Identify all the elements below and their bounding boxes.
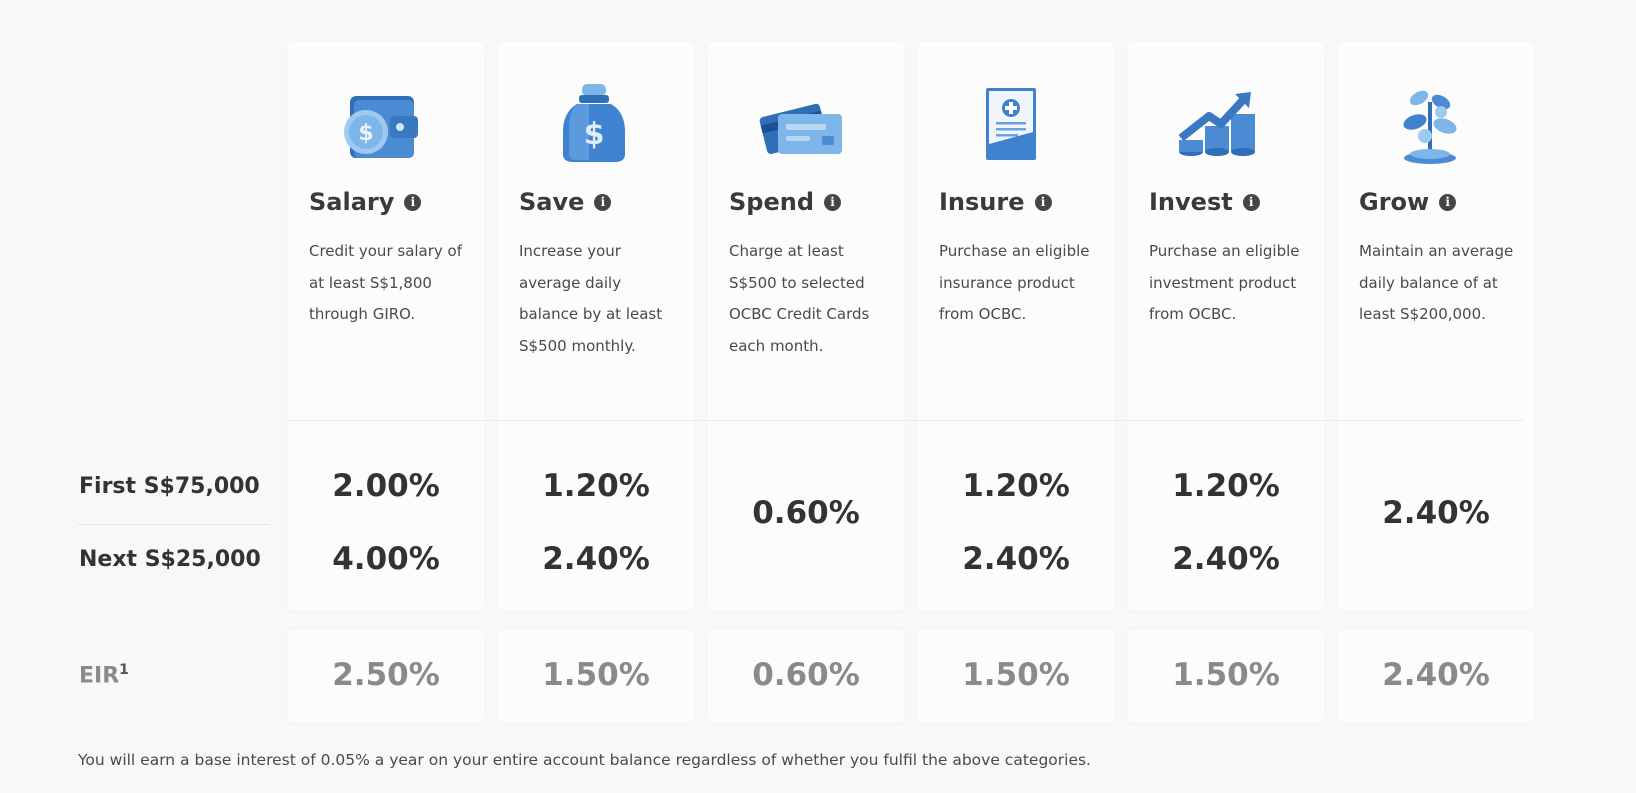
rate-next-save: 2.40% <box>542 541 650 577</box>
category-desc-spend: Charge at least S$500 to selected OCBC C… <box>729 242 870 355</box>
rate-next-invest: 2.40% <box>1172 541 1280 577</box>
info-icon[interactable]: i <box>1034 193 1052 211</box>
insurance-document-icon <box>986 88 1036 160</box>
eir-cell-invest <box>1128 630 1324 722</box>
category-title-grow: Grow i <box>1359 188 1457 216</box>
category-desc-save: Increase your average daily balance by a… <box>519 242 663 355</box>
info-icon[interactable]: i <box>1242 193 1260 211</box>
plant-coins-icon <box>1403 90 1457 164</box>
category-title-insure-label: Insure <box>939 188 1025 216</box>
category-title-insure: Insure i <box>939 188 1052 216</box>
eir-cell-grow <box>1338 630 1534 722</box>
eir-footnote-marker: 1 <box>119 662 129 678</box>
eir-rate-invest: 1.50% <box>1172 657 1280 693</box>
rate-first-save: 1.20% <box>542 468 650 504</box>
header-rates-divider <box>288 420 1524 421</box>
eir-cell-spend <box>708 630 904 722</box>
eir-rate-spend: 0.60% <box>752 657 860 693</box>
row-label-eir: EIR1 <box>79 662 129 688</box>
category-title-save: Save i <box>519 188 612 216</box>
category-desc-invest: Purchase an eligible investment product … <box>1149 242 1300 323</box>
wallet-icon: $ <box>344 96 418 158</box>
category-desc-grow: Maintain an average daily balance of at … <box>1359 242 1514 323</box>
rate-merged-spend: 0.60% <box>752 495 860 531</box>
category-title-save-label: Save <box>519 188 585 216</box>
category-title-salary-label: Salary <box>309 188 395 216</box>
row-label-first: First S$75,000 <box>79 474 260 499</box>
credit-card-icon <box>759 103 842 154</box>
eir-rate-insure: 1.50% <box>962 657 1070 693</box>
eir-cell-salary <box>288 630 484 722</box>
rate-first-insure: 1.20% <box>962 468 1070 504</box>
growth-chart-icon <box>1178 92 1255 156</box>
eir-cell-save <box>498 630 694 722</box>
eir-rate-save: 1.50% <box>542 657 650 693</box>
rate-next-insure: 2.40% <box>962 541 1070 577</box>
svg-text:$: $ <box>358 121 373 146</box>
row-label-next: Next S$25,000 <box>79 547 261 572</box>
info-icon[interactable]: i <box>1439 193 1457 211</box>
rate-first-salary: 2.00% <box>332 468 440 504</box>
eir-rate-salary: 2.50% <box>332 657 440 693</box>
eir-rate-grow: 2.40% <box>1382 657 1490 693</box>
category-title-invest: Invest i <box>1149 188 1260 216</box>
category-title-spend: Spend i <box>729 188 842 216</box>
category-title-spend-label: Spend <box>729 188 815 216</box>
money-bag-icon: $ <box>563 84 625 162</box>
rate-next-salary: 4.00% <box>332 541 440 577</box>
rate-first-invest: 1.20% <box>1172 468 1280 504</box>
column-grow <box>1338 42 1534 610</box>
category-title-salary: Salary i <box>309 188 422 216</box>
info-icon[interactable]: i <box>594 193 612 211</box>
info-icon[interactable]: i <box>404 193 422 211</box>
rate-merged-grow: 2.40% <box>1382 495 1490 531</box>
row-label-divider <box>78 524 270 525</box>
base-interest-footnote: You will earn a base interest of 0.05% a… <box>78 751 1091 769</box>
category-title-invest-label: Invest <box>1149 188 1233 216</box>
category-desc-insure: Purchase an eligible insurance product f… <box>939 242 1090 323</box>
info-icon[interactable]: i <box>824 193 842 211</box>
category-title-grow-label: Grow <box>1359 188 1430 216</box>
row-label-eir-text: EIR <box>79 663 120 689</box>
category-desc-salary: Credit your salary of at least S$1,800 t… <box>309 242 463 323</box>
eir-cell-insure <box>918 630 1114 722</box>
svg-text:$: $ <box>584 117 605 152</box>
